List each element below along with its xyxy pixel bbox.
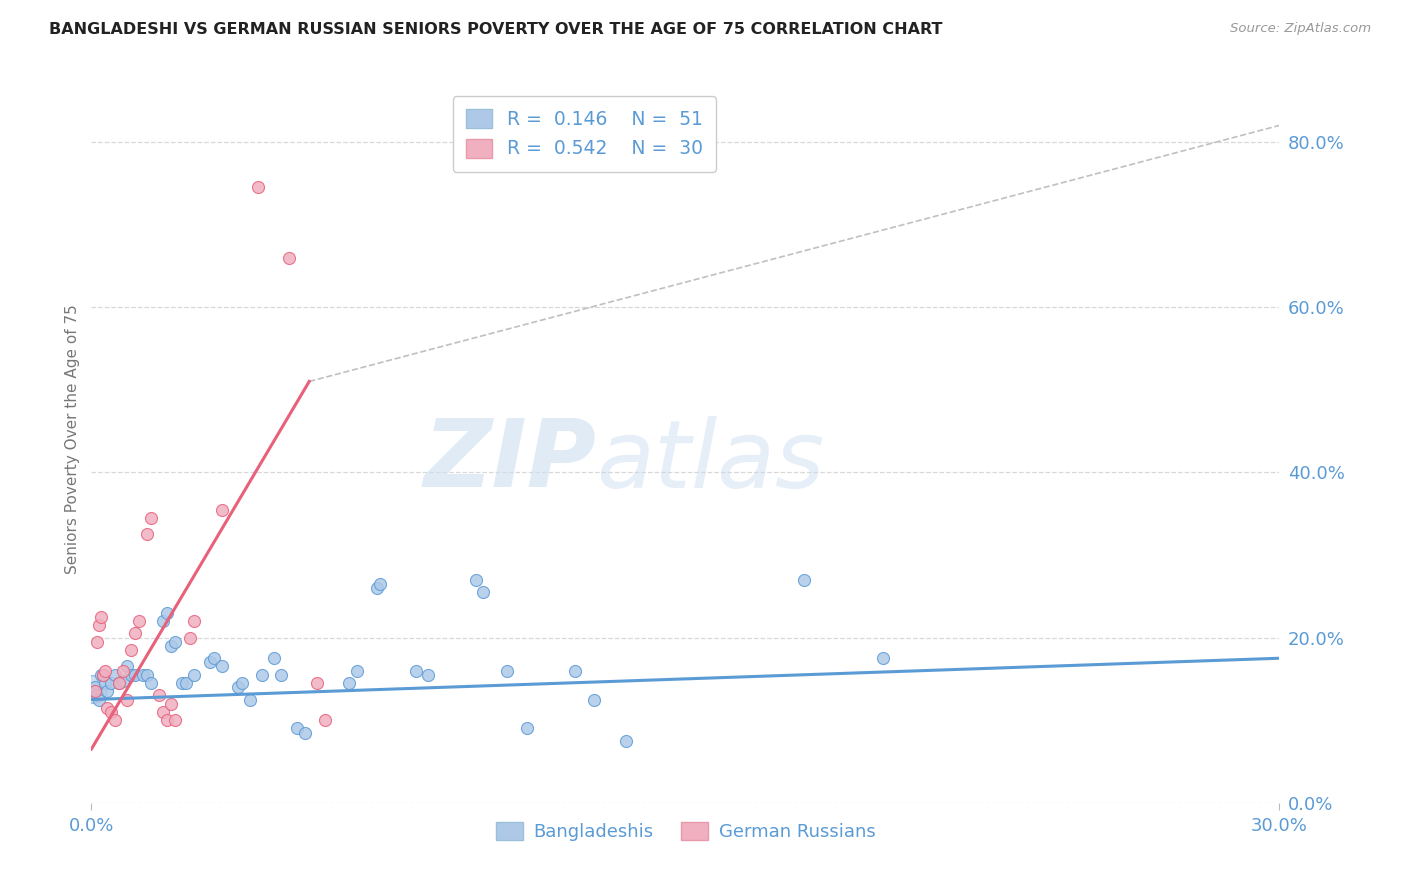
- Text: BANGLADESHI VS GERMAN RUSSIAN SENIORS POVERTY OVER THE AGE OF 75 CORRELATION CHA: BANGLADESHI VS GERMAN RUSSIAN SENIORS PO…: [49, 22, 942, 37]
- Text: ZIP: ZIP: [423, 415, 596, 508]
- Point: [416, 667, 439, 681]
- Point: [564, 664, 586, 678]
- Point: [112, 673, 135, 688]
- Point: [183, 667, 205, 681]
- Point: [90, 667, 112, 681]
- Y-axis label: Seniors Poverty Over the Age of 75: Seniors Poverty Over the Age of 75: [65, 304, 80, 574]
- Point: [120, 643, 142, 657]
- Point: [115, 659, 138, 673]
- Point: [307, 676, 329, 690]
- Point: [139, 676, 162, 690]
- Point: [86, 634, 108, 648]
- Point: [370, 577, 392, 591]
- Point: [366, 581, 388, 595]
- Point: [96, 684, 118, 698]
- Point: [250, 667, 273, 681]
- Point: [278, 251, 301, 265]
- Point: [139, 510, 162, 524]
- Point: [84, 680, 107, 694]
- Point: [246, 180, 269, 194]
- Point: [91, 667, 114, 681]
- Point: [231, 676, 253, 690]
- Point: [132, 667, 155, 681]
- Point: [172, 676, 194, 690]
- Point: [239, 692, 262, 706]
- Point: [100, 676, 122, 690]
- Point: [226, 680, 249, 694]
- Point: [156, 713, 179, 727]
- Point: [135, 667, 157, 681]
- Point: [83, 684, 105, 698]
- Point: [91, 667, 114, 681]
- Point: [115, 692, 138, 706]
- Point: [179, 631, 201, 645]
- Point: [159, 639, 181, 653]
- Text: Source: ZipAtlas.com: Source: ZipAtlas.com: [1230, 22, 1371, 36]
- Point: [82, 681, 104, 696]
- Point: [872, 651, 894, 665]
- Point: [84, 684, 107, 698]
- Text: atlas: atlas: [596, 416, 824, 507]
- Point: [96, 700, 118, 714]
- Point: [163, 713, 186, 727]
- Point: [496, 664, 519, 678]
- Point: [614, 734, 637, 748]
- Point: [89, 692, 111, 706]
- Point: [89, 618, 111, 632]
- Point: [200, 656, 222, 670]
- Point: [793, 573, 815, 587]
- Point: [183, 614, 205, 628]
- Point: [202, 651, 225, 665]
- Point: [337, 676, 360, 690]
- Point: [124, 626, 146, 640]
- Point: [120, 667, 142, 681]
- Point: [270, 667, 292, 681]
- Point: [464, 573, 486, 587]
- Point: [314, 713, 336, 727]
- Point: [285, 722, 308, 736]
- Point: [112, 664, 135, 678]
- Point: [516, 722, 538, 736]
- Point: [211, 659, 233, 673]
- Point: [90, 610, 112, 624]
- Point: [156, 606, 179, 620]
- Point: [152, 705, 174, 719]
- Point: [159, 697, 181, 711]
- Point: [104, 713, 127, 727]
- Point: [124, 667, 146, 681]
- Point: [108, 676, 131, 690]
- Point: [405, 664, 427, 678]
- Point: [94, 676, 117, 690]
- Point: [104, 667, 127, 681]
- Point: [346, 664, 368, 678]
- Point: [135, 527, 157, 541]
- Point: [211, 502, 233, 516]
- Point: [472, 585, 495, 599]
- Point: [152, 614, 174, 628]
- Point: [94, 664, 117, 678]
- Point: [263, 651, 285, 665]
- Point: [294, 725, 316, 739]
- Point: [108, 676, 131, 690]
- Point: [148, 689, 170, 703]
- Point: [128, 614, 150, 628]
- Point: [163, 634, 186, 648]
- Point: [176, 676, 198, 690]
- Point: [100, 705, 122, 719]
- Legend: Bangladeshis, German Russians: Bangladeshis, German Russians: [488, 814, 883, 848]
- Point: [86, 689, 108, 703]
- Point: [583, 692, 606, 706]
